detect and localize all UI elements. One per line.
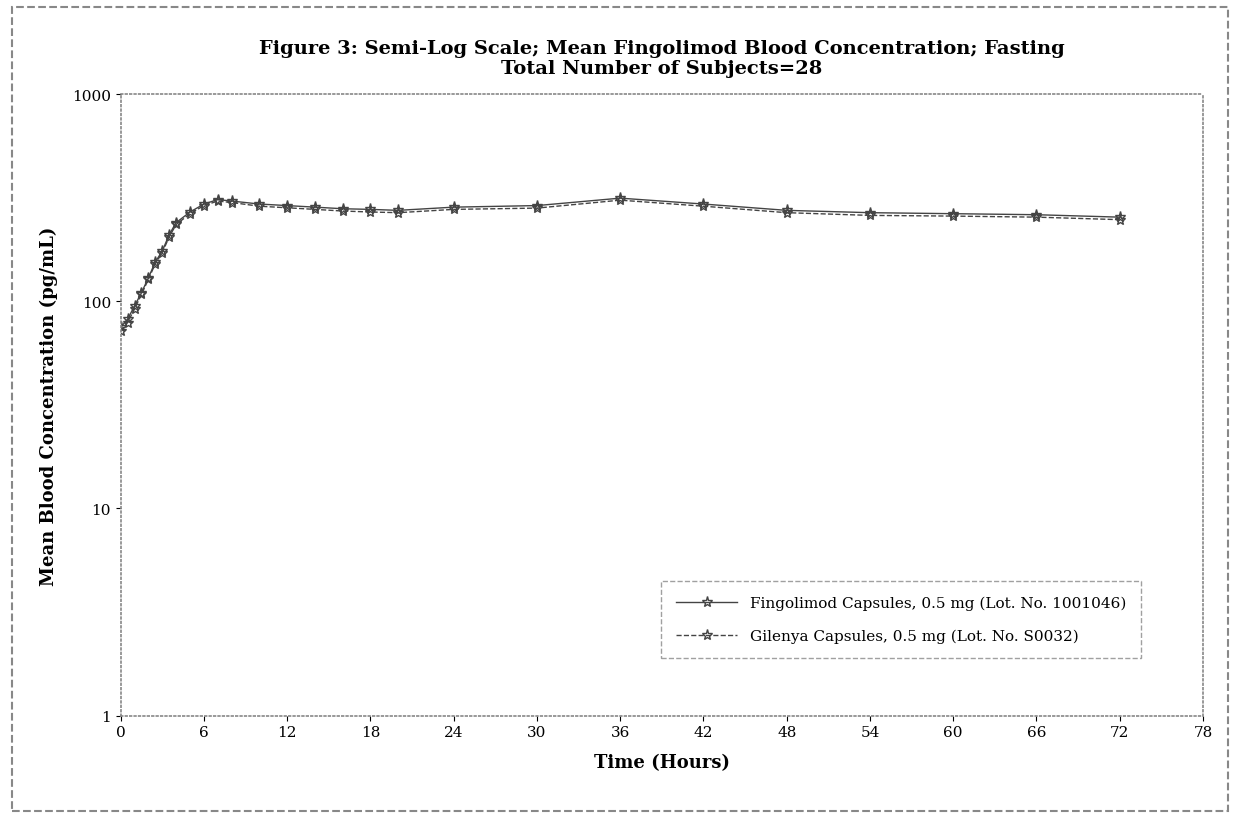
Fingolimod Capsules, 0.5 mg (Lot. No. 1001046)	[779, 206, 794, 216]
Gilenya Capsules, 0.5 mg (Lot. No. S0032)	[696, 202, 711, 212]
Gilenya Capsules, 0.5 mg (Lot. No. S0032)	[308, 206, 322, 215]
Title: Figure 3: Semi-Log Scale; Mean Fingolimod Blood Concentration; Fasting
Total Num: Figure 3: Semi-Log Scale; Mean Fingolimo…	[259, 39, 1065, 79]
Fingolimod Capsules, 0.5 mg (Lot. No. 1001046)	[141, 274, 156, 283]
Gilenya Capsules, 0.5 mg (Lot. No. S0032)	[335, 207, 350, 217]
Gilenya Capsules, 0.5 mg (Lot. No. S0032)	[161, 233, 176, 242]
Fingolimod Capsules, 0.5 mg (Lot. No. 1001046)	[391, 206, 405, 216]
Fingolimod Capsules, 0.5 mg (Lot. No. 1001046)	[446, 203, 461, 213]
Fingolimod Capsules, 0.5 mg (Lot. No. 1001046)	[946, 210, 961, 219]
Fingolimod Capsules, 0.5 mg (Lot. No. 1001046)	[126, 301, 141, 311]
Gilenya Capsules, 0.5 mg (Lot. No. S0032)	[779, 209, 794, 219]
Gilenya Capsules, 0.5 mg (Lot. No. S0032)	[120, 319, 135, 328]
Fingolimod Capsules, 0.5 mg (Lot. No. 1001046)	[211, 196, 226, 206]
Fingolimod Capsules, 0.5 mg (Lot. No. 1001046)	[696, 200, 711, 210]
Fingolimod Capsules, 0.5 mg (Lot. No. 1001046)	[148, 258, 162, 268]
Gilenya Capsules, 0.5 mg (Lot. No. S0032)	[134, 290, 149, 300]
Gilenya Capsules, 0.5 mg (Lot. No. S0032)	[182, 210, 197, 219]
Fingolimod Capsules, 0.5 mg (Lot. No. 1001046)	[529, 201, 544, 211]
Gilenya Capsules, 0.5 mg (Lot. No. S0032)	[224, 198, 239, 208]
Gilenya Capsules, 0.5 mg (Lot. No. S0032)	[946, 212, 961, 222]
Fingolimod Capsules, 0.5 mg (Lot. No. 1001046)	[169, 219, 184, 229]
Line: Fingolimod Capsules, 0.5 mg (Lot. No. 1001046): Fingolimod Capsules, 0.5 mg (Lot. No. 10…	[115, 193, 1125, 333]
Fingolimod Capsules, 0.5 mg (Lot. No. 1001046)	[613, 194, 627, 204]
Fingolimod Capsules, 0.5 mg (Lot. No. 1001046)	[280, 201, 295, 211]
Gilenya Capsules, 0.5 mg (Lot. No. S0032)	[148, 260, 162, 269]
Gilenya Capsules, 0.5 mg (Lot. No. S0032)	[126, 305, 141, 314]
Fingolimod Capsules, 0.5 mg (Lot. No. 1001046)	[155, 247, 170, 256]
Line: Gilenya Capsules, 0.5 mg (Lot. No. S0032): Gilenya Capsules, 0.5 mg (Lot. No. S0032…	[115, 196, 1125, 337]
Gilenya Capsules, 0.5 mg (Lot. No. S0032)	[363, 208, 378, 218]
Fingolimod Capsules, 0.5 mg (Lot. No. 1001046)	[363, 206, 378, 215]
Gilenya Capsules, 0.5 mg (Lot. No. S0032)	[280, 204, 295, 214]
Gilenya Capsules, 0.5 mg (Lot. No. S0032)	[1029, 213, 1044, 223]
Fingolimod Capsules, 0.5 mg (Lot. No. 1001046)	[863, 209, 878, 219]
Gilenya Capsules, 0.5 mg (Lot. No. S0032)	[391, 209, 405, 219]
Fingolimod Capsules, 0.5 mg (Lot. No. 1001046)	[113, 323, 128, 333]
Gilenya Capsules, 0.5 mg (Lot. No. S0032)	[155, 248, 170, 258]
Gilenya Capsules, 0.5 mg (Lot. No. S0032)	[613, 196, 627, 206]
Fingolimod Capsules, 0.5 mg (Lot. No. 1001046)	[335, 205, 350, 215]
Gilenya Capsules, 0.5 mg (Lot. No. S0032)	[446, 206, 461, 215]
Fingolimod Capsules, 0.5 mg (Lot. No. 1001046)	[182, 208, 197, 218]
Fingolimod Capsules, 0.5 mg (Lot. No. 1001046)	[120, 314, 135, 324]
Gilenya Capsules, 0.5 mg (Lot. No. S0032)	[196, 201, 211, 211]
Gilenya Capsules, 0.5 mg (Lot. No. S0032)	[141, 275, 156, 285]
Gilenya Capsules, 0.5 mg (Lot. No. S0032)	[252, 202, 267, 212]
Fingolimod Capsules, 0.5 mg (Lot. No. 1001046)	[1112, 213, 1127, 223]
Fingolimod Capsules, 0.5 mg (Lot. No. 1001046)	[161, 230, 176, 240]
Gilenya Capsules, 0.5 mg (Lot. No. S0032)	[169, 220, 184, 230]
Legend: Fingolimod Capsules, 0.5 mg (Lot. No. 1001046), Gilenya Capsules, 0.5 mg (Lot. N: Fingolimod Capsules, 0.5 mg (Lot. No. 10…	[661, 581, 1141, 658]
Gilenya Capsules, 0.5 mg (Lot. No. S0032)	[211, 197, 226, 206]
Gilenya Capsules, 0.5 mg (Lot. No. S0032)	[113, 327, 128, 337]
Fingolimod Capsules, 0.5 mg (Lot. No. 1001046)	[134, 288, 149, 298]
Gilenya Capsules, 0.5 mg (Lot. No. S0032)	[529, 204, 544, 214]
Fingolimod Capsules, 0.5 mg (Lot. No. 1001046)	[308, 203, 322, 213]
X-axis label: Time (Hours): Time (Hours)	[594, 753, 730, 771]
Fingolimod Capsules, 0.5 mg (Lot. No. 1001046)	[252, 200, 267, 210]
Gilenya Capsules, 0.5 mg (Lot. No. S0032)	[863, 211, 878, 221]
Fingolimod Capsules, 0.5 mg (Lot. No. 1001046)	[1029, 210, 1044, 220]
Fingolimod Capsules, 0.5 mg (Lot. No. 1001046)	[196, 200, 211, 210]
Fingolimod Capsules, 0.5 mg (Lot. No. 1001046)	[224, 197, 239, 206]
Y-axis label: Mean Blood Concentration (pg/mL): Mean Blood Concentration (pg/mL)	[40, 226, 58, 585]
Gilenya Capsules, 0.5 mg (Lot. No. S0032)	[1112, 215, 1127, 225]
